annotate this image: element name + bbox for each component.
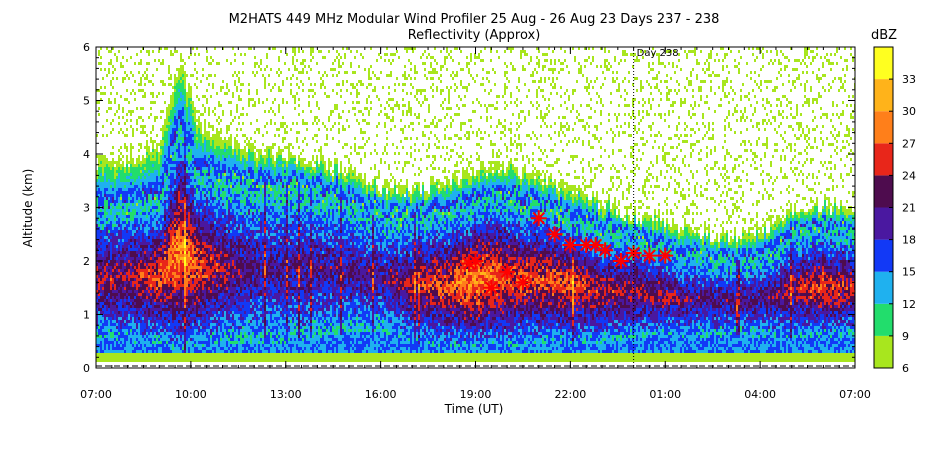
- y-tick-label: 0: [83, 362, 90, 375]
- colorbar-swatch: [874, 336, 893, 368]
- asterisk-marker: [531, 210, 547, 226]
- y-tick-label: 6: [83, 41, 90, 54]
- asterisk-marker: [499, 264, 515, 280]
- colorbar-tick-label: 24: [902, 169, 916, 182]
- asterisk-marker: [657, 248, 673, 264]
- x-tick-label: 16:00: [365, 388, 397, 401]
- asterisk-marker: [597, 242, 613, 258]
- asterisk-marker: [468, 253, 484, 269]
- asterisk-marker: [641, 248, 657, 264]
- colorbar-tick-label: 21: [902, 202, 916, 215]
- y-tick-label: 1: [83, 309, 90, 322]
- colorbar: 6 9 12 15 18 21 24 27 30 33: [874, 47, 916, 375]
- chart-title: M2HATS 449 MHz Modular Wind Profiler 25 …: [229, 12, 720, 27]
- colorbar-tick-label: 33: [902, 73, 916, 86]
- asterisk-marker: [483, 280, 499, 296]
- y-tick-label: 4: [83, 148, 90, 161]
- colorbar-swatch: [874, 79, 893, 111]
- y-tick-label: 3: [83, 202, 90, 215]
- x-tick-label: 07:00: [80, 388, 112, 401]
- x-tick-label: 22:00: [555, 388, 587, 401]
- asterisk-marker: [613, 253, 629, 269]
- asterisk-marker: [515, 274, 531, 290]
- chart-subtitle: Reflectivity (Approx): [408, 28, 541, 43]
- colorbar-swatch: [874, 143, 893, 175]
- colorbar-swatch: [874, 208, 893, 240]
- x-tick-label: 07:00: [839, 388, 871, 401]
- colorbar-tick-label: 6: [902, 362, 909, 375]
- x-tick-label: 01:00: [649, 388, 681, 401]
- colorbar-tick-label: 9: [902, 330, 909, 343]
- colorbar-tick-label: 18: [902, 234, 916, 247]
- colorbar-swatch: [874, 272, 893, 304]
- colorbar-swatch: [874, 240, 893, 272]
- colorbar-swatch: [874, 304, 893, 336]
- y-tick-label: 2: [83, 255, 90, 268]
- colorbar-swatch: [874, 175, 893, 207]
- colorbar-tick-label: 30: [902, 105, 916, 118]
- colorbar-swatch: [874, 47, 893, 79]
- colorbar-tick-label: 27: [902, 137, 916, 150]
- asterisk-marker: [626, 245, 642, 261]
- colorbar-swatch: [874, 111, 893, 143]
- x-axis-label: Time (UT): [444, 402, 504, 416]
- x-tick-label: 10:00: [175, 388, 207, 401]
- colorbar-tick-label: 12: [902, 298, 916, 311]
- y-axis-label: Altitude (km): [21, 169, 35, 248]
- x-tick-label: 13:00: [270, 388, 302, 401]
- y-tick-label: 5: [83, 95, 90, 108]
- asterisk-marker: [547, 226, 563, 242]
- asterisk-marker: [562, 237, 578, 253]
- x-tick-label: 19:00: [460, 388, 492, 401]
- x-tick-label: 04:00: [744, 388, 776, 401]
- colorbar-label: dBZ: [871, 28, 897, 43]
- reflectivity-field: [96, 47, 856, 362]
- colorbar-tick-label: 15: [902, 266, 916, 279]
- day-marker-label: Day 238: [637, 48, 679, 59]
